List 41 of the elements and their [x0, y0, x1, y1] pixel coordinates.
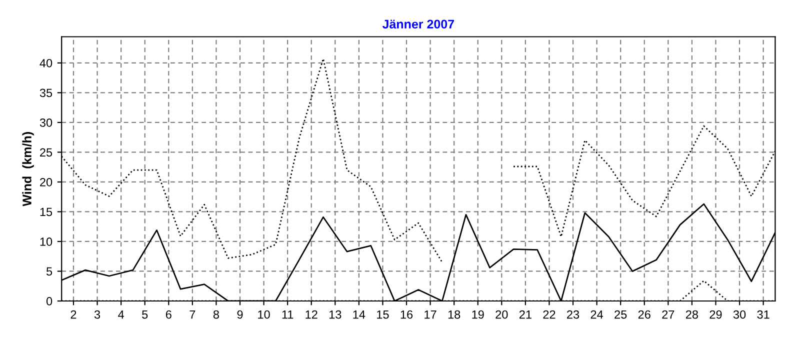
x-tick-label: 30 — [733, 310, 746, 319]
x-tick-label: 22 — [543, 310, 556, 319]
y-axis-title: Wind (km/h) — [22, 132, 34, 206]
x-tick-label: 14 — [353, 310, 366, 319]
y-tick-label: 40 — [40, 58, 52, 68]
y-tick-label: 35 — [40, 88, 52, 98]
x-tick-label: 24 — [590, 310, 604, 319]
x-tick-label: 25 — [614, 310, 627, 319]
x-tick-label: 10 — [258, 310, 270, 319]
x-tick-label: 28 — [686, 310, 698, 319]
x-tick-label: 15 — [377, 310, 389, 319]
y-tick-label: 5 — [46, 267, 52, 276]
x-tick-label: 7 — [190, 310, 196, 319]
x-tick-label: 6 — [166, 310, 172, 319]
x-tick-label: 19 — [472, 310, 484, 319]
y-tick-label: 0 — [46, 297, 52, 306]
y-tick-label: 25 — [40, 148, 52, 157]
x-tick-label: 11 — [282, 310, 294, 319]
x-tick-label: 12 — [306, 310, 318, 319]
x-tick-label: 31 — [757, 310, 770, 319]
y-tick-label: 10 — [40, 238, 52, 246]
x-tick-label: 23 — [567, 310, 580, 319]
x-tick-label: 3 — [94, 310, 100, 319]
x-tick-label: 18 — [448, 310, 460, 319]
y-tick-label: 30 — [40, 118, 52, 127]
chart-title: Jänner 2007 — [382, 20, 454, 29]
x-tick-label: 29 — [710, 310, 722, 319]
x-tick-label: 13 — [329, 310, 342, 319]
x-tick-label: 5 — [142, 310, 148, 319]
x-tick-label: 27 — [662, 310, 674, 319]
x-tick-label: 2 — [70, 310, 76, 319]
x-tick-label: 4 — [118, 310, 124, 319]
x-tick-label: 26 — [638, 310, 650, 319]
y-tick-label: 20 — [40, 178, 52, 186]
y-tick-label: 15 — [40, 208, 52, 216]
x-tick-label: 16 — [400, 310, 413, 319]
x-tick-label: 20 — [496, 310, 508, 319]
x-tick-label: 21 — [519, 310, 532, 319]
x-tick-label: 9 — [237, 310, 243, 319]
x-tick-label: 17 — [424, 310, 436, 319]
x-tick-label: 8 — [213, 310, 219, 319]
